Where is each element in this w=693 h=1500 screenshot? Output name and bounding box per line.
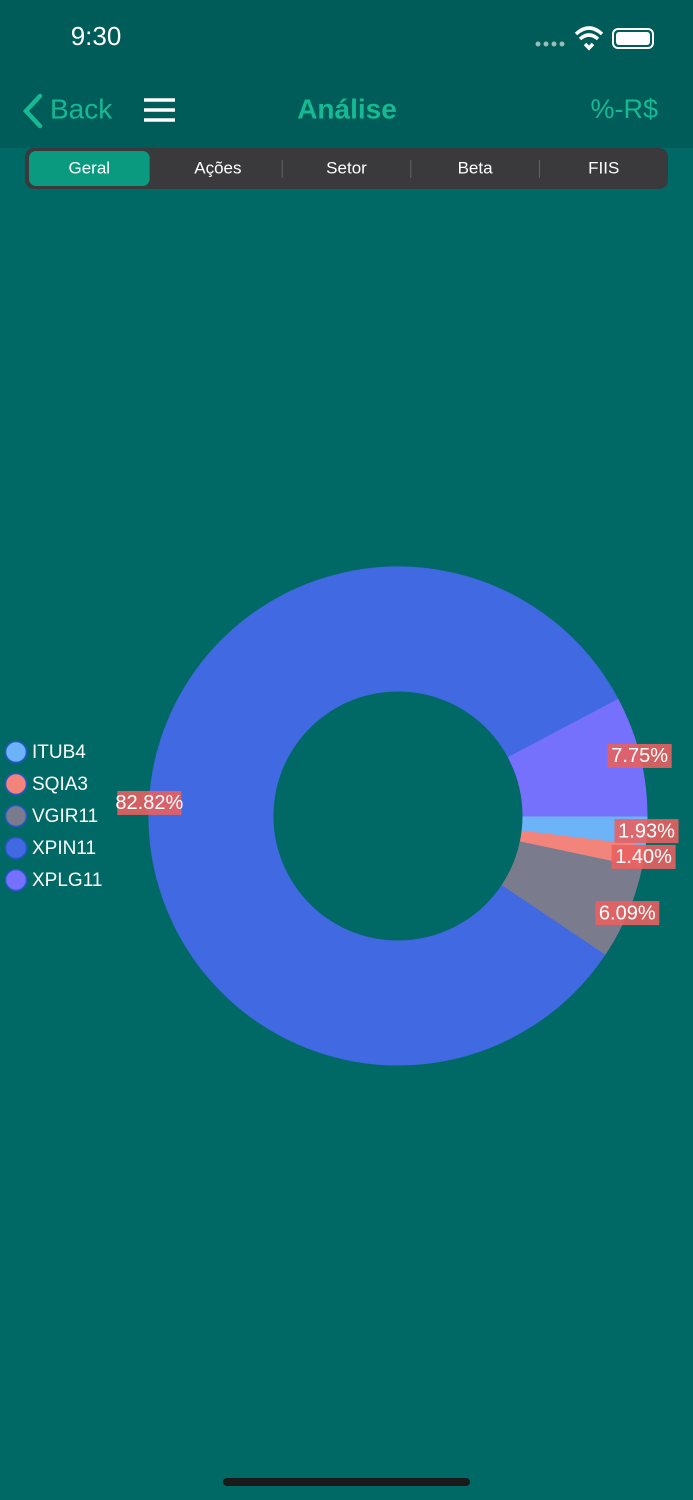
value-label-bg bbox=[607, 743, 672, 768]
segment-label[interactable]: Setor bbox=[326, 158, 367, 177]
segment-label[interactable]: Beta bbox=[458, 158, 494, 177]
value-label: 1.40% bbox=[615, 846, 672, 868]
segment-label[interactable]: FIIS bbox=[588, 158, 619, 177]
nav-title: Análise bbox=[297, 93, 397, 124]
menu-icon[interactable] bbox=[144, 98, 175, 122]
legend-label: SQIA3 bbox=[32, 774, 88, 795]
legend-swatch bbox=[4, 740, 28, 764]
back-button[interactable]: Back bbox=[50, 93, 113, 124]
signal bbox=[535, 41, 565, 47]
segment-label[interactable]: Geral bbox=[69, 158, 111, 177]
home-indicator bbox=[223, 1478, 470, 1486]
header-bg bbox=[0, 0, 693, 148]
status-time: 9:30 bbox=[71, 21, 122, 51]
legend-label: XPIN11 bbox=[32, 838, 96, 859]
back-chevron[interactable] bbox=[22, 93, 43, 129]
battery-icon bbox=[612, 28, 654, 49]
value-label-bg bbox=[614, 819, 679, 844]
legend-label: ITUB4 bbox=[32, 742, 86, 763]
donut-slice bbox=[148, 566, 619, 1066]
value-label: 6.09% bbox=[599, 902, 656, 924]
wifi-icon bbox=[574, 26, 604, 51]
segment-label[interactable]: Ações bbox=[194, 158, 241, 177]
value-label-bg bbox=[611, 844, 676, 869]
unit-toggle[interactable]: %-R$ bbox=[590, 94, 658, 124]
value-label-bg bbox=[595, 901, 660, 926]
battery-level bbox=[616, 32, 650, 45]
legend-label: XPLG11 bbox=[32, 870, 102, 891]
legend-swatch bbox=[4, 772, 28, 796]
value-label-bg bbox=[117, 790, 182, 815]
value-label: 7.75% bbox=[611, 745, 668, 767]
legend-swatch bbox=[4, 804, 28, 828]
legend-label: VGIR11 bbox=[32, 806, 98, 827]
value-label: 1.93% bbox=[618, 820, 675, 842]
donut-slice bbox=[507, 698, 648, 817]
value-label: 82.82% bbox=[115, 792, 183, 814]
segmented-control bbox=[25, 148, 668, 189]
legend-swatch bbox=[4, 836, 28, 860]
segment-selected[interactable] bbox=[29, 151, 150, 186]
legend-swatch bbox=[4, 868, 28, 892]
